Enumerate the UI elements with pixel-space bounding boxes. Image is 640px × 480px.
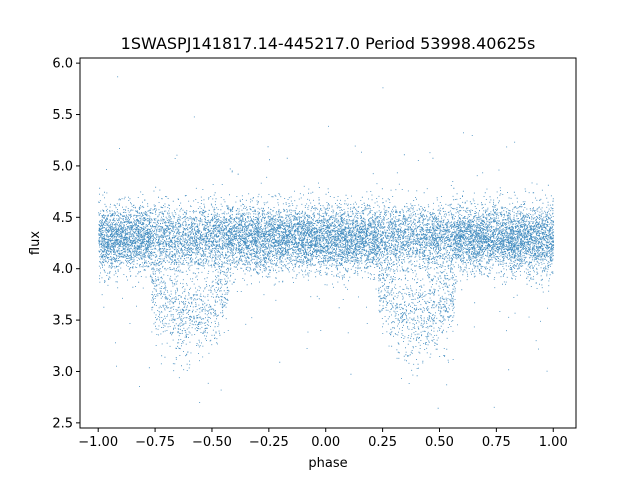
x-tick-label: −0.25 — [249, 435, 289, 450]
y-axis: 2.5 3.0 3.5 4.0 4.5 5.0 5.5 6.0 — [52, 57, 80, 431]
x-tick-label: −0.75 — [135, 435, 175, 450]
scatter-points — [98, 76, 555, 409]
y-tick-label: 5.0 — [52, 159, 73, 174]
x-axis: −1.00 −0.75 −0.50 −0.25 0.00 0.25 0.50 0.75 1.00 — [78, 428, 568, 450]
x-tick-label: −0.50 — [192, 435, 232, 450]
y-tick-label: 3.0 — [52, 365, 73, 380]
chart-title: 1SWASPJ141817.14-445217.0 Period 53998.4… — [121, 34, 536, 53]
y-tick-label: 4.5 — [52, 211, 73, 226]
x-tick-label: 0.75 — [482, 435, 511, 450]
x-tick-label: −1.00 — [78, 435, 118, 450]
y-tick-label: 2.5 — [52, 416, 73, 431]
x-tick-label: 1.00 — [539, 435, 568, 450]
x-axis-label: phase — [308, 456, 347, 471]
y-tick-label: 4.0 — [52, 262, 73, 277]
x-tick-label: 0.50 — [425, 435, 454, 450]
x-tick-label: 0.25 — [368, 435, 397, 450]
y-tick-label: 5.5 — [52, 108, 73, 123]
y-tick-label: 6.0 — [52, 57, 73, 72]
plot-frame — [79, 57, 577, 429]
flux-data-points — [98, 76, 555, 409]
y-tick-label: 3.5 — [52, 314, 73, 329]
x-tick-label: 0.00 — [311, 435, 340, 450]
y-axis-label: flux — [28, 231, 43, 255]
